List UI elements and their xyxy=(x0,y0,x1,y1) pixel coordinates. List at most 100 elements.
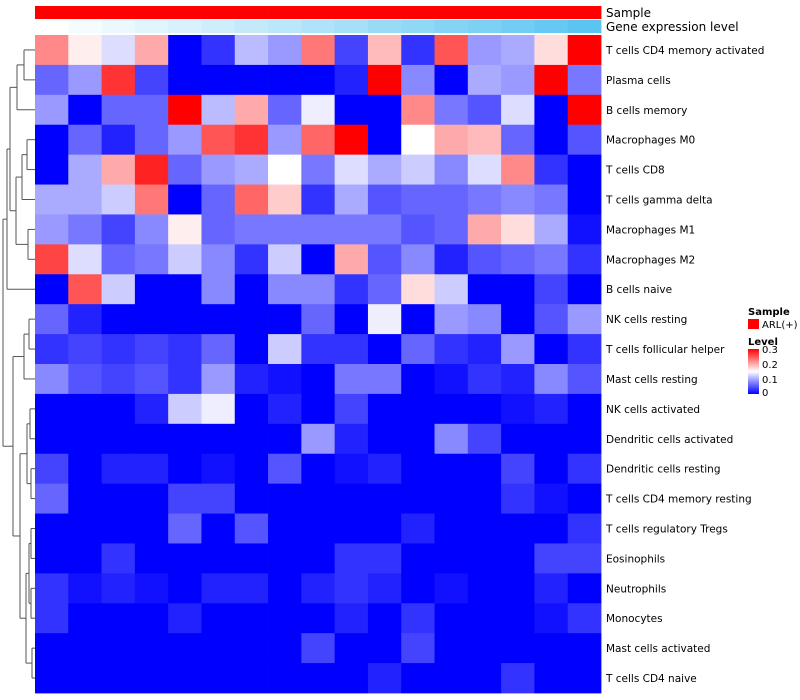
row-label: Neutrophils xyxy=(606,583,666,595)
heatmap-cell xyxy=(501,154,535,185)
heatmap-cell xyxy=(101,214,136,245)
sample-annotation-cell xyxy=(567,6,602,19)
row-label: B cells naive xyxy=(606,284,672,296)
heatmap-cell xyxy=(301,603,336,634)
heatmap-cell xyxy=(301,573,336,604)
heatmap-cell xyxy=(334,154,369,185)
heatmap-cell xyxy=(201,633,236,664)
heatmap-cell xyxy=(268,633,302,664)
heatmap-cell xyxy=(35,603,69,634)
expression-annotation-cell xyxy=(101,20,136,33)
sample-annotation-cell xyxy=(68,6,102,19)
heatmap-cell xyxy=(101,184,136,215)
row-label: B cells memory xyxy=(606,105,687,117)
heatmap-cell xyxy=(467,64,502,96)
heatmap-cell xyxy=(134,274,169,305)
row-label: NK cells activated xyxy=(606,404,700,416)
heatmap-cell xyxy=(201,154,236,185)
heatmap-cell xyxy=(434,603,469,634)
heatmap-cell xyxy=(467,573,502,604)
heatmap-cell xyxy=(168,184,202,215)
heatmap-cell xyxy=(201,573,236,604)
heatmap-cell xyxy=(68,274,102,305)
heatmap-cell xyxy=(367,603,402,634)
heatmap-cell xyxy=(268,35,302,66)
heatmap-cell xyxy=(101,663,136,694)
heatmap-cell xyxy=(68,214,102,245)
heatmap-cell xyxy=(567,423,602,455)
heatmap-cell xyxy=(401,513,435,544)
heatmap-cell xyxy=(35,543,69,574)
heatmap-cell xyxy=(501,274,535,305)
heatmap-cell xyxy=(134,483,169,514)
heatmap-cell xyxy=(101,94,136,126)
heatmap-cell xyxy=(534,154,569,185)
heatmap-cell xyxy=(567,35,602,66)
heatmap-cell xyxy=(101,364,136,395)
heatmap-cell xyxy=(567,483,602,514)
heatmap-cell xyxy=(301,244,336,275)
heatmap-cell xyxy=(434,124,469,156)
heatmap-cell xyxy=(101,633,136,664)
row-label: T cells CD4 memory resting xyxy=(605,494,752,506)
expression-annotation-cell xyxy=(367,20,402,33)
heatmap-cell xyxy=(234,663,269,694)
heatmap-cell xyxy=(268,663,302,694)
heatmap-cell xyxy=(434,334,469,365)
row-label: Monocytes xyxy=(606,613,663,625)
heatmap-cell xyxy=(134,513,169,544)
heatmap-cell xyxy=(101,304,136,335)
heatmap-cell xyxy=(434,453,469,485)
heatmap-cell xyxy=(434,64,469,96)
row-label: NK cells resting xyxy=(606,314,687,326)
heatmap-cell xyxy=(334,663,369,694)
heatmap-cell xyxy=(168,513,202,544)
heatmap-cell xyxy=(434,94,469,126)
heatmap-cell xyxy=(168,124,202,156)
heatmap-cell xyxy=(201,214,236,245)
heatmap-cell xyxy=(567,513,602,544)
heatmap-cell xyxy=(134,423,169,455)
heatmap-cell xyxy=(467,334,502,365)
expression-annotation-cell xyxy=(134,20,169,33)
heatmap-cell xyxy=(201,64,236,96)
heatmap-cell xyxy=(134,334,169,365)
heatmap-cell xyxy=(68,124,102,156)
sample-annotation-cell xyxy=(201,6,236,19)
heatmap-cell xyxy=(201,364,236,395)
heatmap-cell xyxy=(201,483,236,514)
heatmap-cell xyxy=(301,214,336,245)
heatmap-cell xyxy=(401,453,435,485)
heatmap-cell xyxy=(467,94,502,126)
heatmap-cell xyxy=(501,573,535,604)
heatmap-cell xyxy=(234,184,269,215)
heatmap-cell xyxy=(401,663,435,694)
heatmap-cell xyxy=(101,274,136,305)
heatmap-cell xyxy=(501,663,535,694)
heatmap-cell xyxy=(401,423,435,455)
heatmap-cell xyxy=(534,244,569,275)
heatmap-cell xyxy=(467,184,502,215)
heatmap-cell xyxy=(168,573,202,604)
heatmap-cell xyxy=(534,124,569,156)
heatmap-cell xyxy=(201,124,236,156)
heatmap-cell xyxy=(234,423,269,455)
expression-annotation-cell xyxy=(301,20,336,33)
heatmap-cell xyxy=(268,393,302,425)
heatmap-cell xyxy=(367,423,402,455)
heatmap-cell xyxy=(567,184,602,215)
heatmap-cell xyxy=(434,663,469,694)
heatmap-cell xyxy=(501,393,535,425)
heatmap-cell xyxy=(268,64,302,96)
sample-annotation-cell xyxy=(234,6,269,19)
heatmap-cell xyxy=(268,483,302,514)
heatmap-cell xyxy=(234,603,269,634)
heatmap-cell xyxy=(567,214,602,245)
heatmap-cell xyxy=(101,64,136,96)
heatmap-cell xyxy=(35,35,69,66)
heatmap-cell xyxy=(401,124,435,156)
heatmap-cell xyxy=(467,124,502,156)
heatmap-cell xyxy=(534,94,569,126)
heatmap-cell xyxy=(534,573,569,604)
